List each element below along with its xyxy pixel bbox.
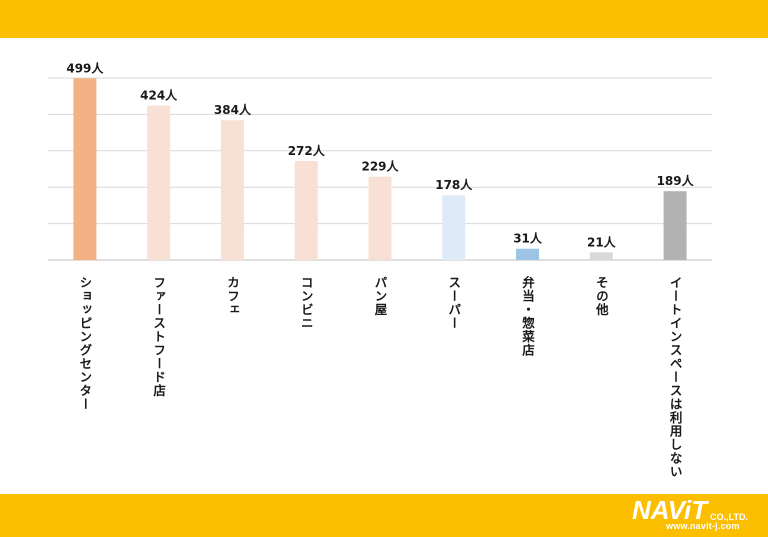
top-banner xyxy=(0,0,768,38)
value-label: 272人 xyxy=(288,143,326,158)
value-label: 384人 xyxy=(214,102,252,117)
bar xyxy=(589,252,613,260)
category-label: パン屋 xyxy=(373,276,388,317)
category-label: その他 xyxy=(594,276,609,317)
value-labels: 499人 424人 384人 272人 229人 178人 31人 21人 189人 xyxy=(66,60,694,249)
bar xyxy=(516,248,540,260)
category-label: 弁当・惣菜店 xyxy=(520,275,535,357)
value-label: 189人 xyxy=(657,173,695,188)
category-label: ショッピングセンター xyxy=(77,276,92,411)
category-label: ファーストフード店 xyxy=(151,276,166,398)
category-labels: ショッピングセンター ファーストフード店 カフェ コンビニ パン屋 スーパー 弁当・惣菜店 そ… xyxy=(77,275,682,479)
category-label: イートインスペースは利用しない xyxy=(668,276,683,479)
bottom-banner xyxy=(0,494,768,537)
logo-brand: NAViT xyxy=(632,495,708,525)
bar xyxy=(220,120,244,260)
logo-url: www.navit-j.com xyxy=(666,521,740,531)
value-label: 178人 xyxy=(435,177,473,192)
bar xyxy=(663,191,687,260)
bar xyxy=(442,195,466,260)
bar xyxy=(147,105,171,260)
value-label: 499人 xyxy=(66,60,104,75)
bars xyxy=(73,78,687,260)
category-label: コンビニ xyxy=(299,276,314,330)
category-label: スーパー xyxy=(446,276,461,330)
bar xyxy=(73,78,97,260)
value-label: 21人 xyxy=(587,234,617,249)
bar xyxy=(294,160,318,260)
navit-logo: NAViT CO.,LTD. www.navit-j.com xyxy=(632,497,760,533)
logo-company-suffix: CO.,LTD. xyxy=(710,512,748,522)
value-label: 229人 xyxy=(361,159,399,174)
value-label: 424人 xyxy=(140,88,178,103)
logo-main: NAViT CO.,LTD. xyxy=(632,497,748,523)
bar xyxy=(368,176,392,260)
value-label: 31人 xyxy=(513,231,543,246)
category-label: カフェ xyxy=(225,276,240,317)
